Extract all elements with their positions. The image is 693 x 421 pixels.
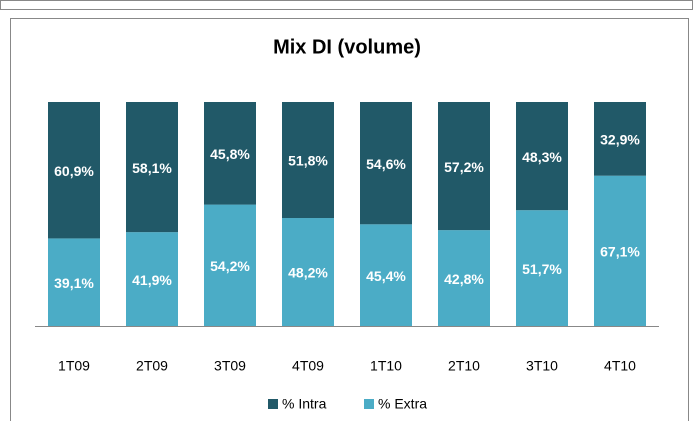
x-tick-label: 1T10 [370, 358, 402, 374]
bar-segment [516, 210, 568, 326]
data-label: 51,8% [288, 153, 328, 169]
x-tick-label: 2T09 [136, 358, 168, 374]
x-tick-label: 1T09 [58, 358, 90, 374]
bar-segment [282, 102, 334, 219]
legend-label: % Intra [282, 396, 327, 412]
data-label: 54,2% [210, 258, 250, 274]
data-label: 58,1% [132, 160, 172, 176]
bar-segment [204, 204, 256, 326]
data-label: 57,2% [444, 159, 484, 175]
bar-segment [360, 102, 412, 225]
data-label: 45,8% [210, 146, 250, 162]
bar-segment [126, 232, 178, 326]
chart-frame [10, 18, 689, 421]
data-label: 60,9% [54, 163, 94, 179]
x-tick-label: 4T09 [292, 358, 324, 374]
legend-swatch [268, 399, 278, 409]
x-tick-label: 3T10 [526, 358, 558, 374]
bar-segment [594, 175, 646, 326]
data-label: 39,1% [54, 275, 94, 291]
data-label: 67,1% [600, 244, 640, 260]
x-tick-label: 4T10 [604, 358, 636, 374]
x-tick-label: 3T09 [214, 358, 246, 374]
bar-segment [438, 230, 490, 326]
bar-segment [594, 102, 646, 176]
bar-segment [360, 224, 412, 326]
data-label: 32,9% [600, 132, 640, 148]
data-label: 48,2% [288, 265, 328, 281]
data-label: 54,6% [366, 156, 406, 172]
top-frame [0, 0, 693, 10]
bar-segment [204, 102, 256, 205]
x-tick-label: 2T10 [448, 358, 480, 374]
bar-segment [438, 102, 490, 231]
legend-label: % Extra [378, 396, 427, 412]
bar-segment [282, 218, 334, 326]
bar-segment [48, 238, 100, 326]
data-label: 51,7% [522, 261, 562, 277]
legend-swatch [364, 399, 374, 409]
bar-segment [126, 102, 178, 233]
bar-segment [48, 102, 100, 239]
data-label: 48,3% [522, 149, 562, 165]
data-label: 42,8% [444, 271, 484, 287]
data-label: 41,9% [132, 272, 172, 288]
chart-title: Mix DI (volume) [273, 36, 421, 58]
data-label: 45,4% [366, 268, 406, 284]
bar-segment [516, 102, 568, 211]
